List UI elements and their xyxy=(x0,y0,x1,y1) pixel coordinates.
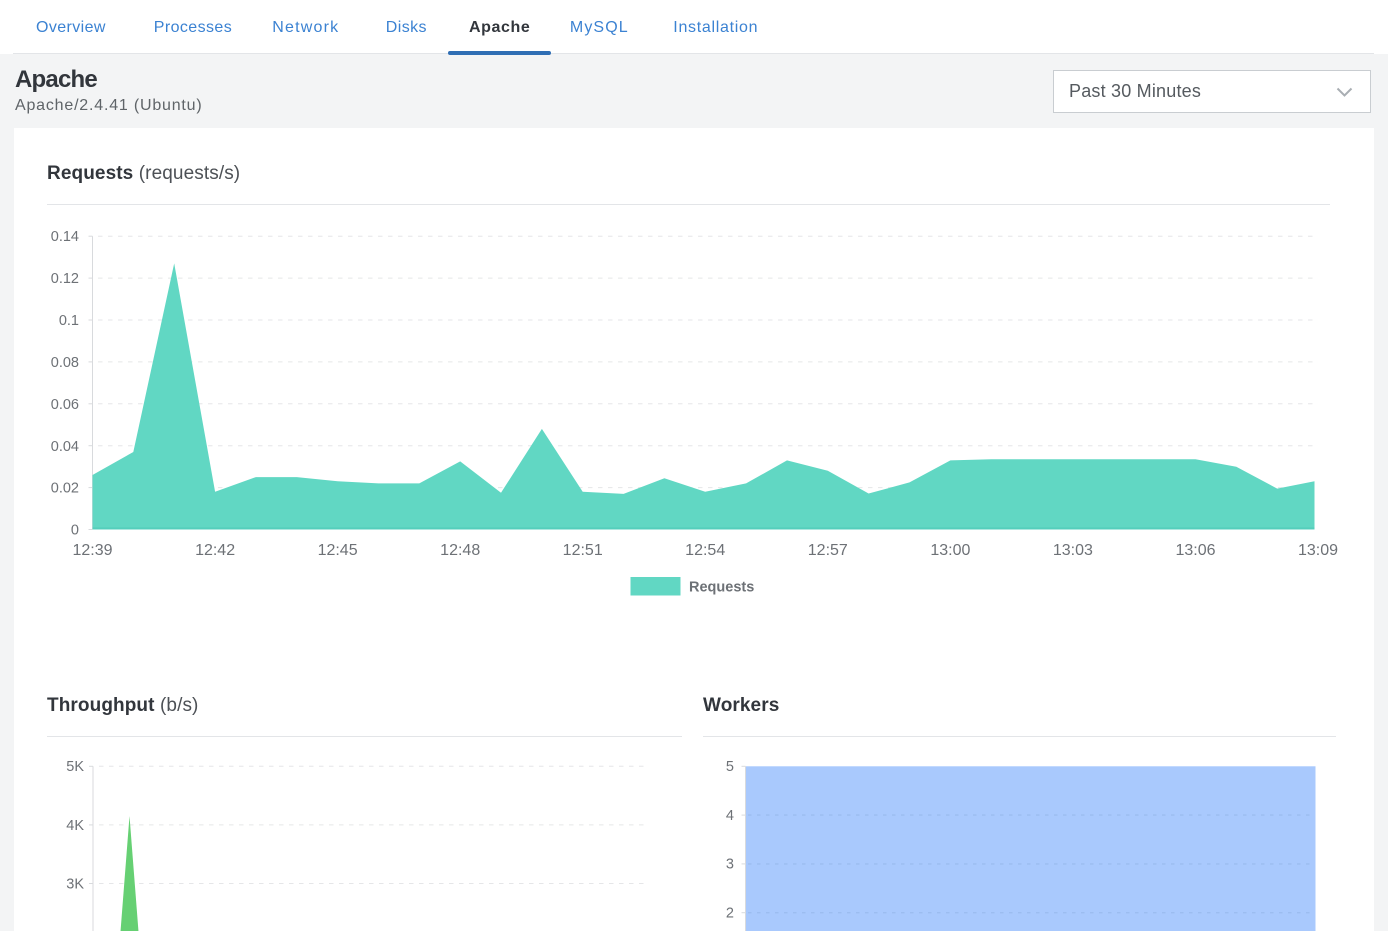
svg-text:3K: 3K xyxy=(66,877,84,893)
svg-text:12:39: 12:39 xyxy=(72,542,112,559)
svg-text:12:51: 12:51 xyxy=(563,542,603,559)
svg-text:0.12: 0.12 xyxy=(51,271,79,287)
svg-text:5: 5 xyxy=(726,759,734,775)
svg-text:13:09: 13:09 xyxy=(1298,542,1338,559)
svg-text:12:45: 12:45 xyxy=(318,542,358,559)
svg-text:12:42: 12:42 xyxy=(195,542,235,559)
svg-text:0.08: 0.08 xyxy=(51,355,79,371)
svg-text:5K: 5K xyxy=(66,759,84,775)
svg-text:0.04: 0.04 xyxy=(51,439,79,455)
svg-text:0.1: 0.1 xyxy=(59,313,79,329)
svg-text:13:03: 13:03 xyxy=(1053,542,1093,559)
svg-text:12:54: 12:54 xyxy=(685,542,725,559)
svg-text:0.14: 0.14 xyxy=(51,229,79,245)
svg-text:3: 3 xyxy=(726,857,734,873)
svg-text:0.02: 0.02 xyxy=(51,481,79,497)
svg-text:Requests: Requests xyxy=(689,580,754,596)
svg-text:4K: 4K xyxy=(66,818,84,834)
svg-text:0: 0 xyxy=(71,523,79,539)
svg-text:2: 2 xyxy=(726,905,734,921)
svg-text:0.06: 0.06 xyxy=(51,397,79,413)
svg-text:13:06: 13:06 xyxy=(1175,542,1215,559)
svg-text:12:57: 12:57 xyxy=(808,542,848,559)
svg-text:13:00: 13:00 xyxy=(930,542,970,559)
svg-text:12:48: 12:48 xyxy=(440,542,480,559)
svg-text:4: 4 xyxy=(726,808,734,824)
